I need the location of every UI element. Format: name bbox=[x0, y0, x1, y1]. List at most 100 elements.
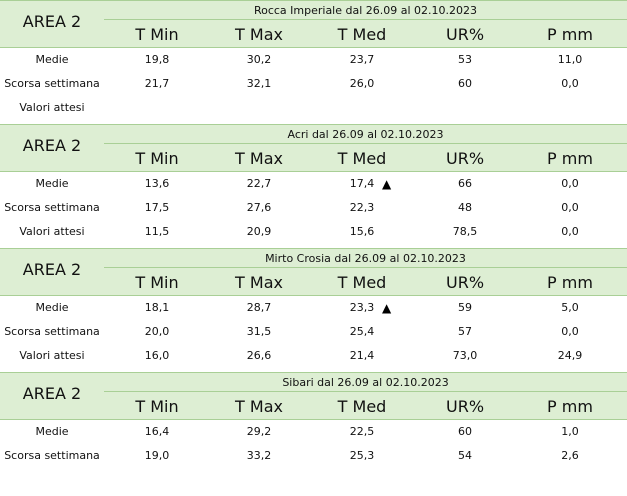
column-header: T Max bbox=[235, 149, 283, 168]
header-band bbox=[0, 372, 627, 419]
data-cell: 32,1 bbox=[246, 77, 272, 90]
header-bottom-rule bbox=[0, 419, 627, 420]
data-cell: 20,9 bbox=[246, 225, 272, 238]
row-label: Medie bbox=[35, 425, 69, 438]
header-band bbox=[0, 124, 627, 171]
data-cell: 16,4 bbox=[144, 425, 170, 438]
data-cell: 22,5 bbox=[349, 425, 375, 438]
title-divider bbox=[104, 391, 627, 392]
data-cell: 26,6 bbox=[246, 349, 272, 362]
data-cell: 78,5 bbox=[452, 225, 478, 238]
data-cell: 73,0 bbox=[452, 349, 478, 362]
column-header: UR% bbox=[445, 25, 485, 44]
area-label: AREA 2 bbox=[22, 384, 82, 403]
data-cell: 11,0 bbox=[557, 53, 583, 66]
column-header: T Min bbox=[135, 25, 179, 44]
station-title: Rocca Imperiale dal 26.09 al 02.10.2023 bbox=[253, 4, 478, 17]
station-title: Mirto Crosia dal 26.09 al 02.10.2023 bbox=[265, 252, 466, 265]
row-label: Medie bbox=[35, 53, 69, 66]
data-cell: 25,4 bbox=[349, 325, 375, 338]
data-cell: 30,2 bbox=[246, 53, 272, 66]
data-cell: 21,4 bbox=[349, 349, 375, 362]
data-cell: 57 bbox=[458, 325, 472, 338]
data-cell: 53 bbox=[458, 53, 472, 66]
trend-up-icon: ▲ bbox=[382, 177, 392, 191]
column-header: T Max bbox=[235, 273, 283, 292]
data-cell: 23,7 bbox=[349, 53, 375, 66]
data-cell: 0,0 bbox=[561, 325, 579, 338]
title-divider bbox=[104, 19, 627, 20]
row-label: Medie bbox=[35, 301, 69, 314]
area-label: AREA 2 bbox=[22, 260, 82, 279]
data-cell: 28,7 bbox=[246, 301, 272, 314]
data-cell: 22,7 bbox=[246, 177, 272, 190]
data-cell: 17,4 bbox=[349, 177, 375, 190]
data-cell: 1,0 bbox=[561, 425, 579, 438]
row-label: Scorsa settimana bbox=[4, 325, 100, 338]
data-cell: 19,0 bbox=[144, 449, 170, 462]
data-cell: 23,3 bbox=[349, 301, 375, 314]
area-label: AREA 2 bbox=[22, 136, 82, 155]
column-header: P mm bbox=[547, 397, 593, 416]
column-header: T Med bbox=[337, 149, 387, 168]
data-cell: 17,5 bbox=[144, 201, 170, 214]
row-label: Scorsa settimana bbox=[4, 449, 100, 462]
data-cell: 18,1 bbox=[144, 301, 170, 314]
data-cell: 0,0 bbox=[561, 201, 579, 214]
column-header: T Med bbox=[337, 273, 387, 292]
station-title: Sibari dal 26.09 al 02.10.2023 bbox=[282, 376, 449, 389]
data-cell: 16,0 bbox=[144, 349, 170, 362]
column-header: T Max bbox=[235, 25, 283, 44]
data-cell: 0,0 bbox=[561, 177, 579, 190]
trend-up-icon: ▲ bbox=[382, 301, 392, 315]
column-header: P mm bbox=[547, 149, 593, 168]
data-cell: 2,6 bbox=[561, 449, 579, 462]
station-section: AREA 2 Acri dal 26.09 al 02.10.2023 T Min T… bbox=[0, 124, 627, 248]
row-label: Valori attesi bbox=[19, 349, 85, 362]
data-cell: 60 bbox=[458, 425, 472, 438]
data-cell: 19,8 bbox=[144, 53, 170, 66]
header-bottom-rule bbox=[0, 171, 627, 172]
header-top-rule bbox=[0, 248, 627, 249]
header-bottom-rule bbox=[0, 47, 627, 48]
weather-report-sheet: AREA 2 Rocca Imperiale dal 26.09 al 02.10… bbox=[0, 0, 627, 462]
column-header: P mm bbox=[547, 273, 593, 292]
data-cell: 31,5 bbox=[246, 325, 272, 338]
title-divider bbox=[104, 143, 627, 144]
data-cell: 20,0 bbox=[144, 325, 170, 338]
row-label: Valori attesi bbox=[19, 225, 85, 238]
column-header: T Med bbox=[337, 397, 387, 416]
column-header: T Med bbox=[337, 25, 387, 44]
data-cell: 33,2 bbox=[246, 449, 272, 462]
column-header: T Min bbox=[135, 149, 179, 168]
area-label: AREA 2 bbox=[22, 12, 82, 31]
data-cell: 29,2 bbox=[246, 425, 272, 438]
column-header: T Min bbox=[135, 397, 179, 416]
column-header: UR% bbox=[445, 273, 485, 292]
column-header: P mm bbox=[547, 25, 593, 44]
row-label: Scorsa settimana bbox=[4, 201, 100, 214]
data-cell: 5,0 bbox=[561, 301, 579, 314]
data-cell: 21,7 bbox=[144, 77, 170, 90]
data-cell: 13,6 bbox=[144, 177, 170, 190]
station-section: AREA 2 Sibari dal 26.09 al 02.10.2023 T Mi… bbox=[0, 372, 627, 496]
column-header: T Min bbox=[135, 273, 179, 292]
station-title: Acri dal 26.09 al 02.10.2023 bbox=[287, 128, 444, 141]
header-band bbox=[0, 248, 627, 295]
data-cell: 11,5 bbox=[144, 225, 170, 238]
header-top-rule bbox=[0, 124, 627, 125]
header-band bbox=[0, 0, 627, 47]
column-header: T Max bbox=[235, 397, 283, 416]
row-label: Valori attesi bbox=[19, 101, 85, 114]
row-label: Medie bbox=[35, 177, 69, 190]
data-cell: 60 bbox=[458, 77, 472, 90]
data-cell: 59 bbox=[458, 301, 472, 314]
header-top-rule bbox=[0, 0, 627, 1]
data-cell: 0,0 bbox=[561, 77, 579, 90]
data-cell: 15,6 bbox=[349, 225, 375, 238]
data-cell: 66 bbox=[458, 177, 472, 190]
data-cell: 26,0 bbox=[349, 77, 375, 90]
data-cell: 24,9 bbox=[557, 349, 583, 362]
column-header: UR% bbox=[445, 397, 485, 416]
header-bottom-rule bbox=[0, 295, 627, 296]
